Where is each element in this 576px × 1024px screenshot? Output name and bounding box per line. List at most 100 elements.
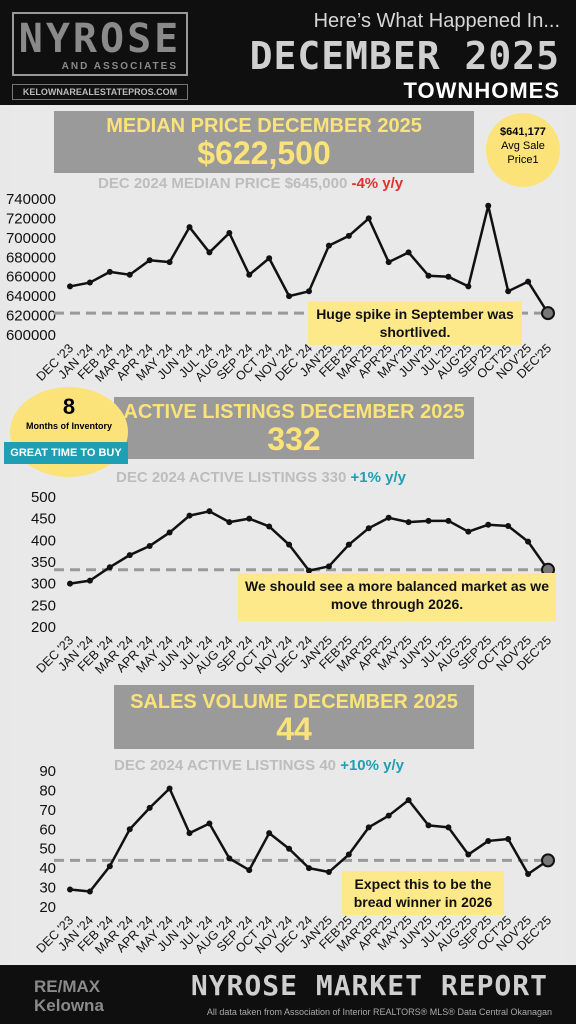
y-tick-label: 40 <box>39 860 56 877</box>
active-listings-comparison: DEC 2024 ACTIVE LISTINGS 330 +1% y/y <box>116 469 406 486</box>
data-point <box>365 824 372 831</box>
median-price-note: Huge spike in September was shortlived. <box>308 301 522 345</box>
data-point <box>286 293 293 300</box>
data-point <box>286 541 293 548</box>
data-point <box>286 845 293 852</box>
y-tick-label: 20 <box>39 899 56 916</box>
y-tick-label: 80 <box>39 782 56 799</box>
data-point <box>425 822 432 829</box>
active-listings-comparison-label: DEC 2024 ACTIVE LISTINGS 330 <box>116 469 347 486</box>
data-point <box>505 836 512 842</box>
active-listings-value: 332 <box>267 421 321 457</box>
data-point <box>345 851 352 858</box>
data-point <box>465 851 472 858</box>
data-point <box>126 826 133 833</box>
y-tick-label: 450 <box>31 511 56 528</box>
avg-sale-price-label-2: Price1 <box>507 154 539 166</box>
avg-sale-price-badge: $641,177 Avg Sale Price1 <box>486 113 560 187</box>
avg-sale-price-value: $641,177 <box>500 126 546 138</box>
active-listings-title: ACTIVE LISTINGS DECEMBER 2025 <box>123 401 465 423</box>
data-point <box>206 249 213 256</box>
brokerage-name: RE/MAX <box>34 977 101 996</box>
median-price-title: MEDIAN PRICE DECEMBER 2025 <box>106 115 422 137</box>
data-point <box>445 273 452 280</box>
data-point <box>86 577 93 584</box>
data-point <box>106 564 113 571</box>
y-tick-label: 50 <box>39 841 56 858</box>
brokerage-city: Kelowna <box>34 996 104 1015</box>
data-point <box>106 863 113 870</box>
median-price-comparison: DEC 2024 MEDIAN PRICE $645,000 -4% y/y <box>98 175 403 192</box>
median-price-comparison-label: DEC 2024 MEDIAN PRICE $645,000 <box>98 175 348 192</box>
sales-volume-banner: SALES VOLUME DECEMBER 2025 44 <box>114 685 474 749</box>
data-point <box>126 552 133 559</box>
data-point <box>186 224 193 231</box>
data-point <box>146 257 153 264</box>
data-point <box>505 523 512 530</box>
data-point <box>405 249 412 256</box>
brokerage-logo: RE/MAX Kelowna <box>34 977 104 1015</box>
data-point <box>485 202 492 209</box>
data-point <box>405 519 412 526</box>
data-point <box>166 259 173 266</box>
y-tick-label: 300 <box>31 576 56 593</box>
data-point <box>525 870 532 877</box>
data-point <box>86 888 93 895</box>
y-tick-label: 200 <box>31 619 56 636</box>
y-tick-label: 720000 <box>6 210 56 227</box>
data-point <box>385 514 392 521</box>
data-point <box>166 785 173 792</box>
data-point <box>465 528 472 535</box>
brand-url: KELOWNAREALESTATEPROS.COM <box>12 84 188 100</box>
data-point <box>325 563 332 570</box>
data-point <box>425 272 432 279</box>
y-tick-label: 90 <box>39 763 56 780</box>
active-listings-change: +1% y/y <box>350 469 406 486</box>
report-body: MEDIAN PRICE DECEMBER 2025 $622,500 $641… <box>4 105 566 965</box>
sales-volume-value: 44 <box>276 711 312 747</box>
data-point <box>226 519 233 526</box>
data-point <box>306 567 312 574</box>
median-price-value: $622,500 <box>197 135 331 171</box>
data-point <box>186 512 193 519</box>
data-point <box>246 515 253 522</box>
median-price-chart: 600000 620000 640000 660000 680000 700000 7200… <box>6 191 555 385</box>
report-month: DECEMBER 2025 <box>249 34 560 78</box>
y-tick-label: 400 <box>31 532 56 549</box>
y-tick-label: 640000 <box>6 288 56 305</box>
data-point <box>365 525 372 532</box>
y-tick-label: 500 <box>31 489 56 506</box>
data-point <box>67 283 73 290</box>
data-point <box>385 812 392 819</box>
data-point <box>405 797 412 804</box>
y-tick-label: 740000 <box>6 191 56 208</box>
data-point <box>505 288 512 295</box>
data-point <box>226 855 233 862</box>
data-point <box>266 830 273 837</box>
data-point <box>541 306 555 321</box>
data-point <box>106 268 113 275</box>
y-tick-label: 30 <box>39 880 56 897</box>
data-point <box>206 820 213 827</box>
data-point <box>67 580 73 587</box>
footer: RE/MAX Kelowna NYROSE MARKET REPORT All … <box>0 965 576 1024</box>
avg-sale-price-label: Avg Sale <box>501 140 545 152</box>
data-point <box>306 288 312 295</box>
data-point <box>525 278 532 285</box>
header: NYROSE AND ASSOCIATES KELOWNAREALESTATEP… <box>0 0 576 105</box>
data-point <box>445 824 452 831</box>
data-point <box>206 508 213 515</box>
active-listings-banner: ACTIVE LISTINGS DECEMBER 2025 332 <box>114 397 474 459</box>
great-time-to-buy-tag: GREAT TIME TO BUY <box>4 442 128 464</box>
y-tick-label: 250 <box>31 597 56 614</box>
sales-volume-comparison-label: DEC 2024 ACTIVE LISTINGS 40 <box>114 757 337 774</box>
y-tick-label: 350 <box>31 554 56 571</box>
property-type: TOWNHOMES <box>403 78 560 103</box>
data-point <box>146 542 153 549</box>
series-line <box>69 204 550 314</box>
y-tick-label: 620000 <box>6 308 56 325</box>
data-point <box>186 830 193 837</box>
y-tick-label: 70 <box>39 802 56 819</box>
data-point <box>525 538 532 545</box>
